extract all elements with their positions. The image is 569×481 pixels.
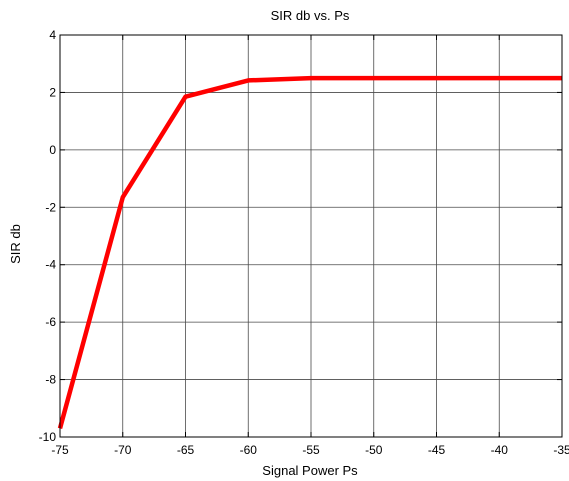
x-tick-label: -50 bbox=[365, 443, 383, 457]
y-axis-title: SIR db bbox=[8, 224, 23, 264]
y-tick-label: 2 bbox=[49, 85, 56, 99]
y-tick-label: 0 bbox=[49, 143, 56, 157]
axis-ticks: -75 -70 -65 -60 -55 -50 -45 -40 -35 -10 -8 -6 -4 -2 0 2… bbox=[39, 28, 569, 457]
x-tick-label: -65 bbox=[177, 443, 195, 457]
gridlines bbox=[60, 35, 562, 437]
x-tick-label: -40 bbox=[491, 443, 509, 457]
x-tick-label: -55 bbox=[302, 443, 320, 457]
y-tick-label: -6 bbox=[45, 315, 56, 329]
y-tick-label: 4 bbox=[49, 28, 56, 42]
x-axis-title: Signal Power Ps bbox=[262, 463, 358, 478]
y-tick-label: -8 bbox=[45, 373, 56, 387]
series-layer bbox=[57, 75, 562, 429]
series-line bbox=[57, 75, 562, 429]
chart-title: SIR db vs. Ps bbox=[271, 8, 350, 23]
y-tick-label: -10 bbox=[39, 430, 57, 444]
x-tick-label: -70 bbox=[114, 443, 132, 457]
x-tick-label: -35 bbox=[553, 443, 569, 457]
y-tick-label: -4 bbox=[45, 258, 56, 272]
y-tick-label: -2 bbox=[45, 200, 56, 214]
x-tick-label: -45 bbox=[428, 443, 446, 457]
x-tick-label: -60 bbox=[240, 443, 258, 457]
x-tick-label: -75 bbox=[51, 443, 69, 457]
